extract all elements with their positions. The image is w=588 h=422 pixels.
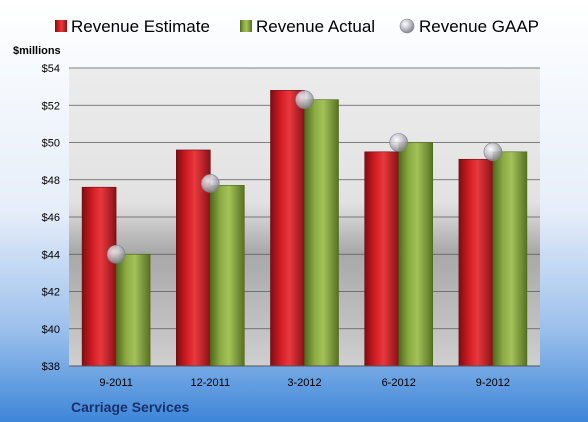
y-axis-unit-label: $millions <box>13 45 61 57</box>
x-tick-label: 6-2012 <box>382 377 416 389</box>
y-tick-label: $42 <box>42 287 60 299</box>
legend: Revenue Estimate Revenue Actual Revenue … <box>55 17 539 36</box>
bar-revenue-actual <box>210 185 245 367</box>
legend-label-revenue-estimate: Revenue Estimate <box>71 17 210 36</box>
bar-revenue-actual <box>492 151 528 367</box>
bar-revenue-actual <box>304 99 339 367</box>
y-tick-label: $44 <box>42 249 60 261</box>
legend-swatch-revenue-gaap <box>399 18 415 34</box>
bar-revenue-estimate <box>364 151 400 367</box>
x-tick-label: 12-2011 <box>191 377 231 389</box>
bar-revenue-estimate <box>270 90 305 367</box>
y-axis-ticks: $38 $40 $42 $44 $46 $48 $50 $52 $54 <box>42 63 60 373</box>
marker-revenue-gaap <box>295 90 314 109</box>
y-tick-label: $48 <box>42 175 60 187</box>
legend-label-revenue-gaap: Revenue GAAP <box>419 17 539 36</box>
x-axis-ticks: 9-2011 12-2011 3-2012 6-2012 9-2012 <box>99 377 510 389</box>
bar-revenue-estimate <box>458 158 494 367</box>
legend-swatch-revenue-actual <box>240 20 252 32</box>
y-tick-label: $52 <box>42 100 60 112</box>
x-tick-label: 9-2012 <box>476 377 510 389</box>
gaap-markers <box>106 90 503 264</box>
chart-title: Carriage Services <box>71 399 190 415</box>
marker-revenue-gaap <box>483 142 503 162</box>
marker-revenue-gaap <box>389 133 409 152</box>
x-tick-label: 9-2011 <box>99 377 132 389</box>
marker-revenue-gaap <box>106 244 126 264</box>
bar-revenue-actual <box>398 142 434 367</box>
y-tick-label: $50 <box>42 138 60 150</box>
y-tick-label: $46 <box>42 212 60 224</box>
legend-label-revenue-actual: Revenue Actual <box>256 17 375 36</box>
bar-revenue-actual <box>115 253 151 367</box>
bar-revenue-estimate <box>81 186 117 367</box>
x-tick-label: 3-2012 <box>287 377 321 389</box>
y-tick-label: $54 <box>42 63 60 75</box>
y-tick-label: $40 <box>42 324 60 336</box>
bars <box>81 90 528 367</box>
marker-revenue-gaap <box>201 174 220 193</box>
legend-swatch-revenue-estimate <box>55 20 67 32</box>
y-tick-label: $38 <box>42 361 60 373</box>
